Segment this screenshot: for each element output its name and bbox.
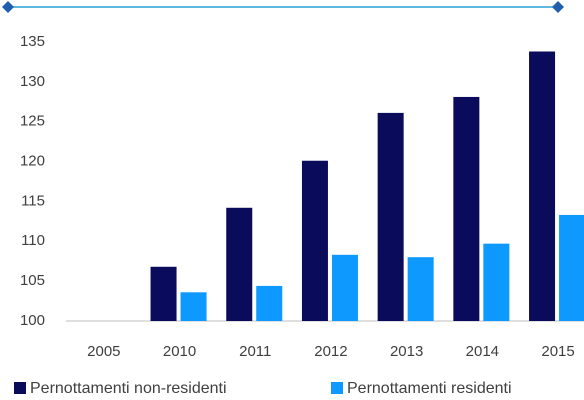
y-tick-label: 105: [20, 272, 45, 289]
bar: [180, 292, 207, 321]
rule-end: [2, 1, 14, 13]
bar: [529, 51, 556, 321]
y-tick-label: 120: [20, 153, 45, 170]
y-tick-label: 130: [20, 73, 45, 90]
bar: [453, 96, 480, 321]
bar: [331, 254, 358, 321]
bar: [559, 214, 584, 321]
bar: [301, 160, 328, 321]
x-tick-label: 2013: [390, 343, 423, 360]
x-tick-label: 2012: [314, 343, 347, 360]
legend-label: Pernottamenti residenti: [347, 380, 512, 397]
rule-end: [552, 1, 564, 13]
legend-label: Pernottamenti non-residenti: [30, 380, 227, 397]
y-tick-label: 110: [21, 232, 45, 249]
bar: [377, 112, 404, 322]
bar: [226, 207, 253, 321]
x-tick-label: 2015: [541, 343, 574, 360]
x-tick-label: 2010: [163, 343, 196, 360]
bar: [256, 285, 283, 321]
y-tick-label: 135: [20, 33, 45, 50]
bar: [150, 266, 177, 321]
x-tick-label: 2014: [466, 343, 499, 360]
x-tick-label: 2011: [239, 343, 271, 360]
y-tick-label: 115: [21, 192, 45, 209]
bar: [483, 243, 510, 321]
y-tick-label: 100: [20, 312, 45, 329]
legend-swatch: [14, 382, 26, 394]
bar: [407, 257, 434, 321]
legend-swatch: [331, 382, 343, 394]
y-tick-label: 125: [20, 113, 45, 130]
x-tick-label: 2005: [87, 343, 120, 360]
